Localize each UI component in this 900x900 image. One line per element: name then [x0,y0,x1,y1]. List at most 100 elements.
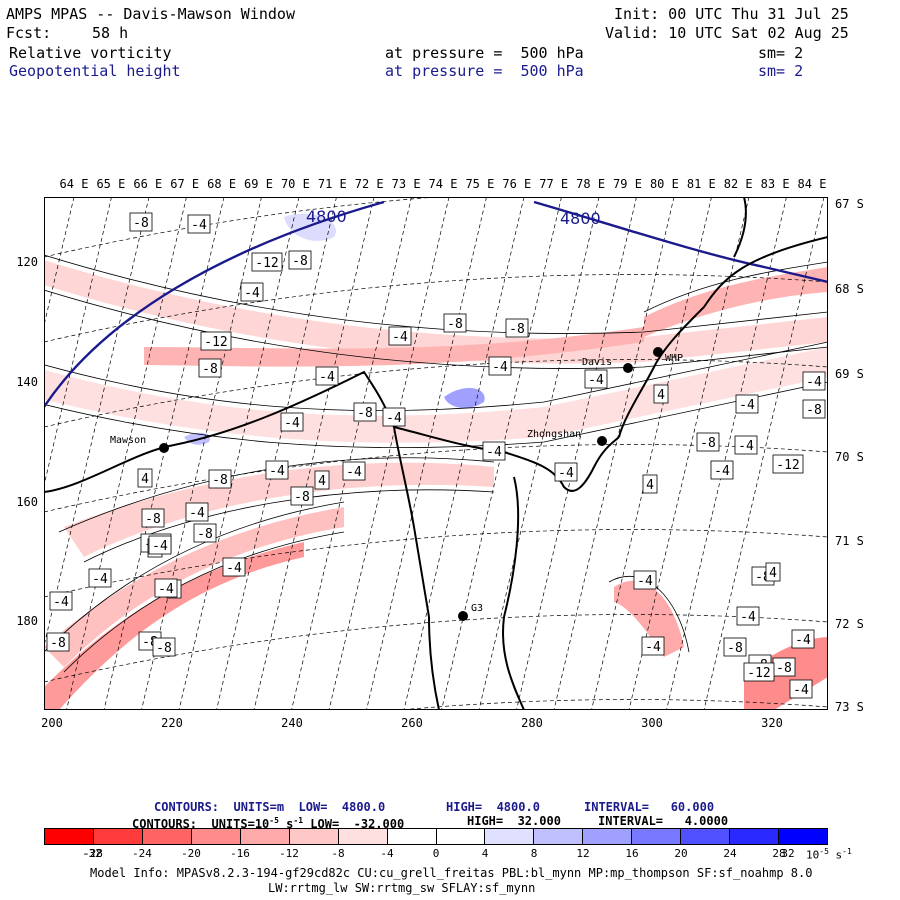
svg-text:-4: -4 [738,439,754,454]
vorticity-label: -4 [482,441,506,461]
svg-text:4: 4 [657,388,665,403]
vorticity-label: -8 [288,250,312,270]
model-physics: LW:rrtmg_lw SW:rrtmg_sw SFLAY:sf_mynn [268,881,536,895]
colorbar-tick: -20 [181,847,201,860]
colorbar-swatch [387,829,437,844]
field1-smoothing: sm= 2 [758,44,804,62]
svg-text:-8: -8 [294,490,310,505]
longitude-label: 76 E [502,177,532,191]
colorbar-swatch [681,829,731,844]
vorticity-label: 4 [137,468,153,488]
colorbar-tick: 20 [674,847,688,860]
vorticity-label: -4 [734,435,758,455]
colorbar-tick: 4 [481,847,489,860]
longitude-label: 84 E [797,177,827,191]
vorticity-map: Mawson Davis WHP Zhongshan G3 4800 4800 … [44,197,828,710]
vorticity-label: -12 [743,662,775,682]
svg-text:-4: -4 [53,595,69,610]
vorticity-label: 4 [642,474,658,494]
vorticity-label: -8 [505,318,529,338]
y-grid-label: 180 [16,614,38,628]
vorticity-label: -4 [240,282,264,302]
vorticity-label: -4 [148,535,172,555]
colorbar-tick: 24 [723,847,737,860]
station-g3-label: G3 [471,603,483,614]
colorbar-swatch [191,829,241,844]
vorticity-label: -4 [280,412,304,432]
svg-text:-12: -12 [776,458,799,473]
longitude-label: 71 E [317,177,347,191]
station-mawson-marker [159,443,169,453]
longitude-label: 72 E [354,177,384,191]
colorbar [44,828,828,845]
colorbar-tick: 16 [625,847,639,860]
longitude-label: 69 E [244,177,273,191]
colorbar-tick: -12 [279,847,299,860]
vorticity-label: -8 [129,212,153,232]
svg-text:-4: -4 [588,373,604,388]
contour-info-height: CONTOURS: UNITS=m LOW= 4800.0 HIGH= 4800.… [154,800,715,814]
latlon-grid [44,197,828,710]
colorbar-swatch [534,829,584,844]
vorticity-label: -12 [772,454,804,474]
longitude-label: 70 E [280,177,310,191]
longitude-label: 65 E [96,177,126,191]
vorticity-label: -8 [772,657,796,677]
vorticity-label: -4 [382,407,406,427]
colorbar-swatch [583,829,633,844]
vorticity-label: -4 [342,461,366,481]
colorbar-tick: -16 [230,847,250,860]
colorbar-swatch [779,829,827,844]
svg-text:-4: -4 [386,411,402,426]
model-info: Model Info: MPASv8.2.3-194-gf29cd82c CU:… [90,866,813,880]
init-time: Init: 00 UTC Thu 31 Jul 25 [614,5,849,23]
colorbar-swatch [240,829,290,844]
colorbar-swatch [45,829,94,844]
longitude-label: 67 E [170,177,200,191]
x-grid-label: 320 [761,716,783,730]
svg-text:-4: -4 [806,375,822,390]
x-grid-label: 280 [521,716,543,730]
vorticity-label: -4 [222,557,246,577]
y-grid-label: 120 [16,255,38,269]
station-g3-marker [458,611,468,621]
longitude-label: 75 E [465,177,495,191]
colorbar-swatch [632,829,682,844]
vorticity-label: -8 [353,402,377,422]
svg-text:-4: -4 [189,506,205,521]
svg-text:-8: -8 [509,322,525,337]
svg-text:-4: -4 [714,464,730,479]
vorticity-label: -4 [791,629,815,649]
field2-name: Geopotential height [9,62,181,80]
colorbar-tick: -32 [82,847,102,860]
svg-text:-4: -4 [284,416,300,431]
svg-text:-8: -8 [776,661,792,676]
svg-text:-8: -8 [145,512,161,527]
longitude-label: 83 E [760,177,790,191]
vorticity-label: -4 [735,394,759,414]
svg-text:-4: -4 [637,574,653,589]
svg-text:-4: -4 [739,398,755,413]
vorticity-label: -4 [265,460,289,480]
longitude-label: 73 E [391,177,421,191]
longitude-label: 81 E [686,177,716,191]
colorbar-swatch [289,829,339,844]
svg-text:-4: -4 [244,286,260,301]
svg-text:-4: -4 [740,610,756,625]
colorbar-tick: -24 [132,847,152,860]
vorticity-label: -4 [789,679,813,699]
svg-text:-4: -4 [92,572,108,587]
svg-text:-4: -4 [152,539,168,554]
field1-name: Relative vorticity [9,44,172,62]
station-davis-marker [623,363,633,373]
longitude-label: 66 E [133,177,163,191]
svg-text:-4: -4 [346,465,362,480]
svg-text:-8: -8 [156,641,172,656]
svg-text:-4: -4 [795,633,811,648]
vorticity-label: -4 [802,371,826,391]
longitude-label: 77 E [539,177,569,191]
colorbar-tick: -28 [83,847,103,860]
svg-text:-4: -4 [492,360,508,375]
svg-text:4: 4 [646,478,654,493]
svg-text:-4: -4 [793,683,809,698]
